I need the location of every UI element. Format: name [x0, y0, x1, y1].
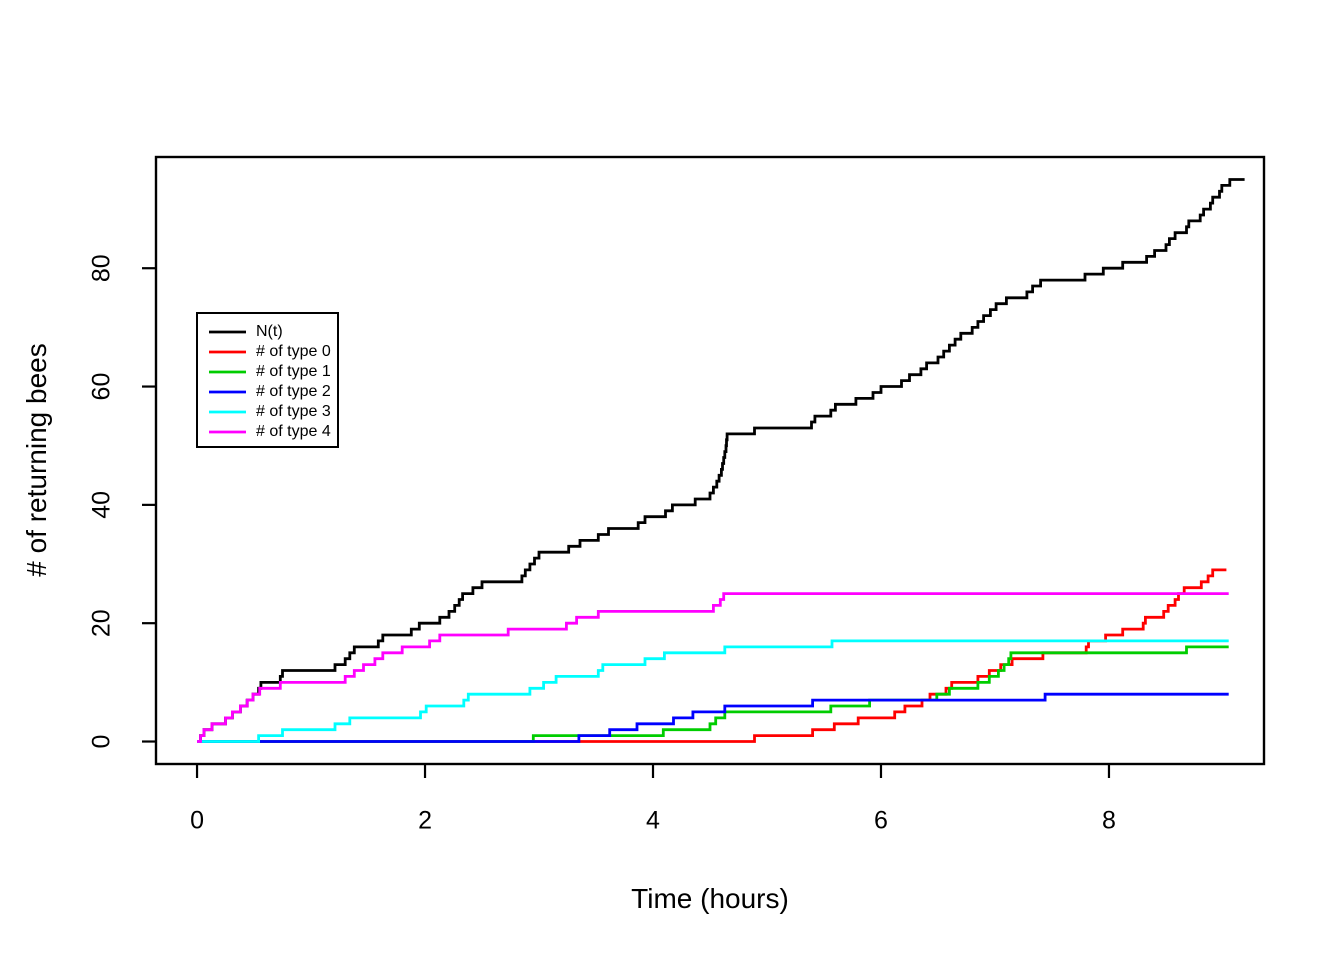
y-tick-label: 60 — [88, 373, 116, 401]
legend-label: # of type 1 — [256, 363, 331, 380]
x-tick-label: 4 — [646, 807, 660, 835]
series--of-type-2 — [197, 692, 1229, 743]
y-tick-label: 20 — [88, 609, 116, 637]
plot-border — [154, 155, 1266, 766]
y-tick-label: 0 — [88, 735, 116, 749]
x-tick-label: 2 — [418, 807, 432, 835]
legend-box — [196, 312, 339, 448]
x-axis-title: Time (hours) — [631, 883, 789, 914]
x-tick-label: 8 — [1102, 807, 1116, 835]
series-n-t- — [197, 178, 1245, 743]
series--of-type-0 — [197, 568, 1227, 743]
legend-label: N(t) — [256, 323, 283, 340]
series--of-type-1 — [197, 645, 1229, 743]
legend-label: # of type 0 — [256, 343, 331, 360]
series--of-type-3 — [197, 639, 1229, 743]
legend-label: # of type 4 — [256, 423, 331, 440]
series--of-type-4 — [197, 592, 1229, 743]
y-tick-label: 40 — [88, 491, 116, 519]
y-tick-label: 80 — [88, 254, 116, 282]
x-tick-label: 0 — [190, 807, 204, 835]
legend-label: # of type 3 — [256, 403, 331, 420]
legend-label: # of type 2 — [256, 383, 331, 400]
y-axis-title: # of returning bees — [21, 343, 52, 577]
x-tick-label: 6 — [874, 807, 888, 835]
